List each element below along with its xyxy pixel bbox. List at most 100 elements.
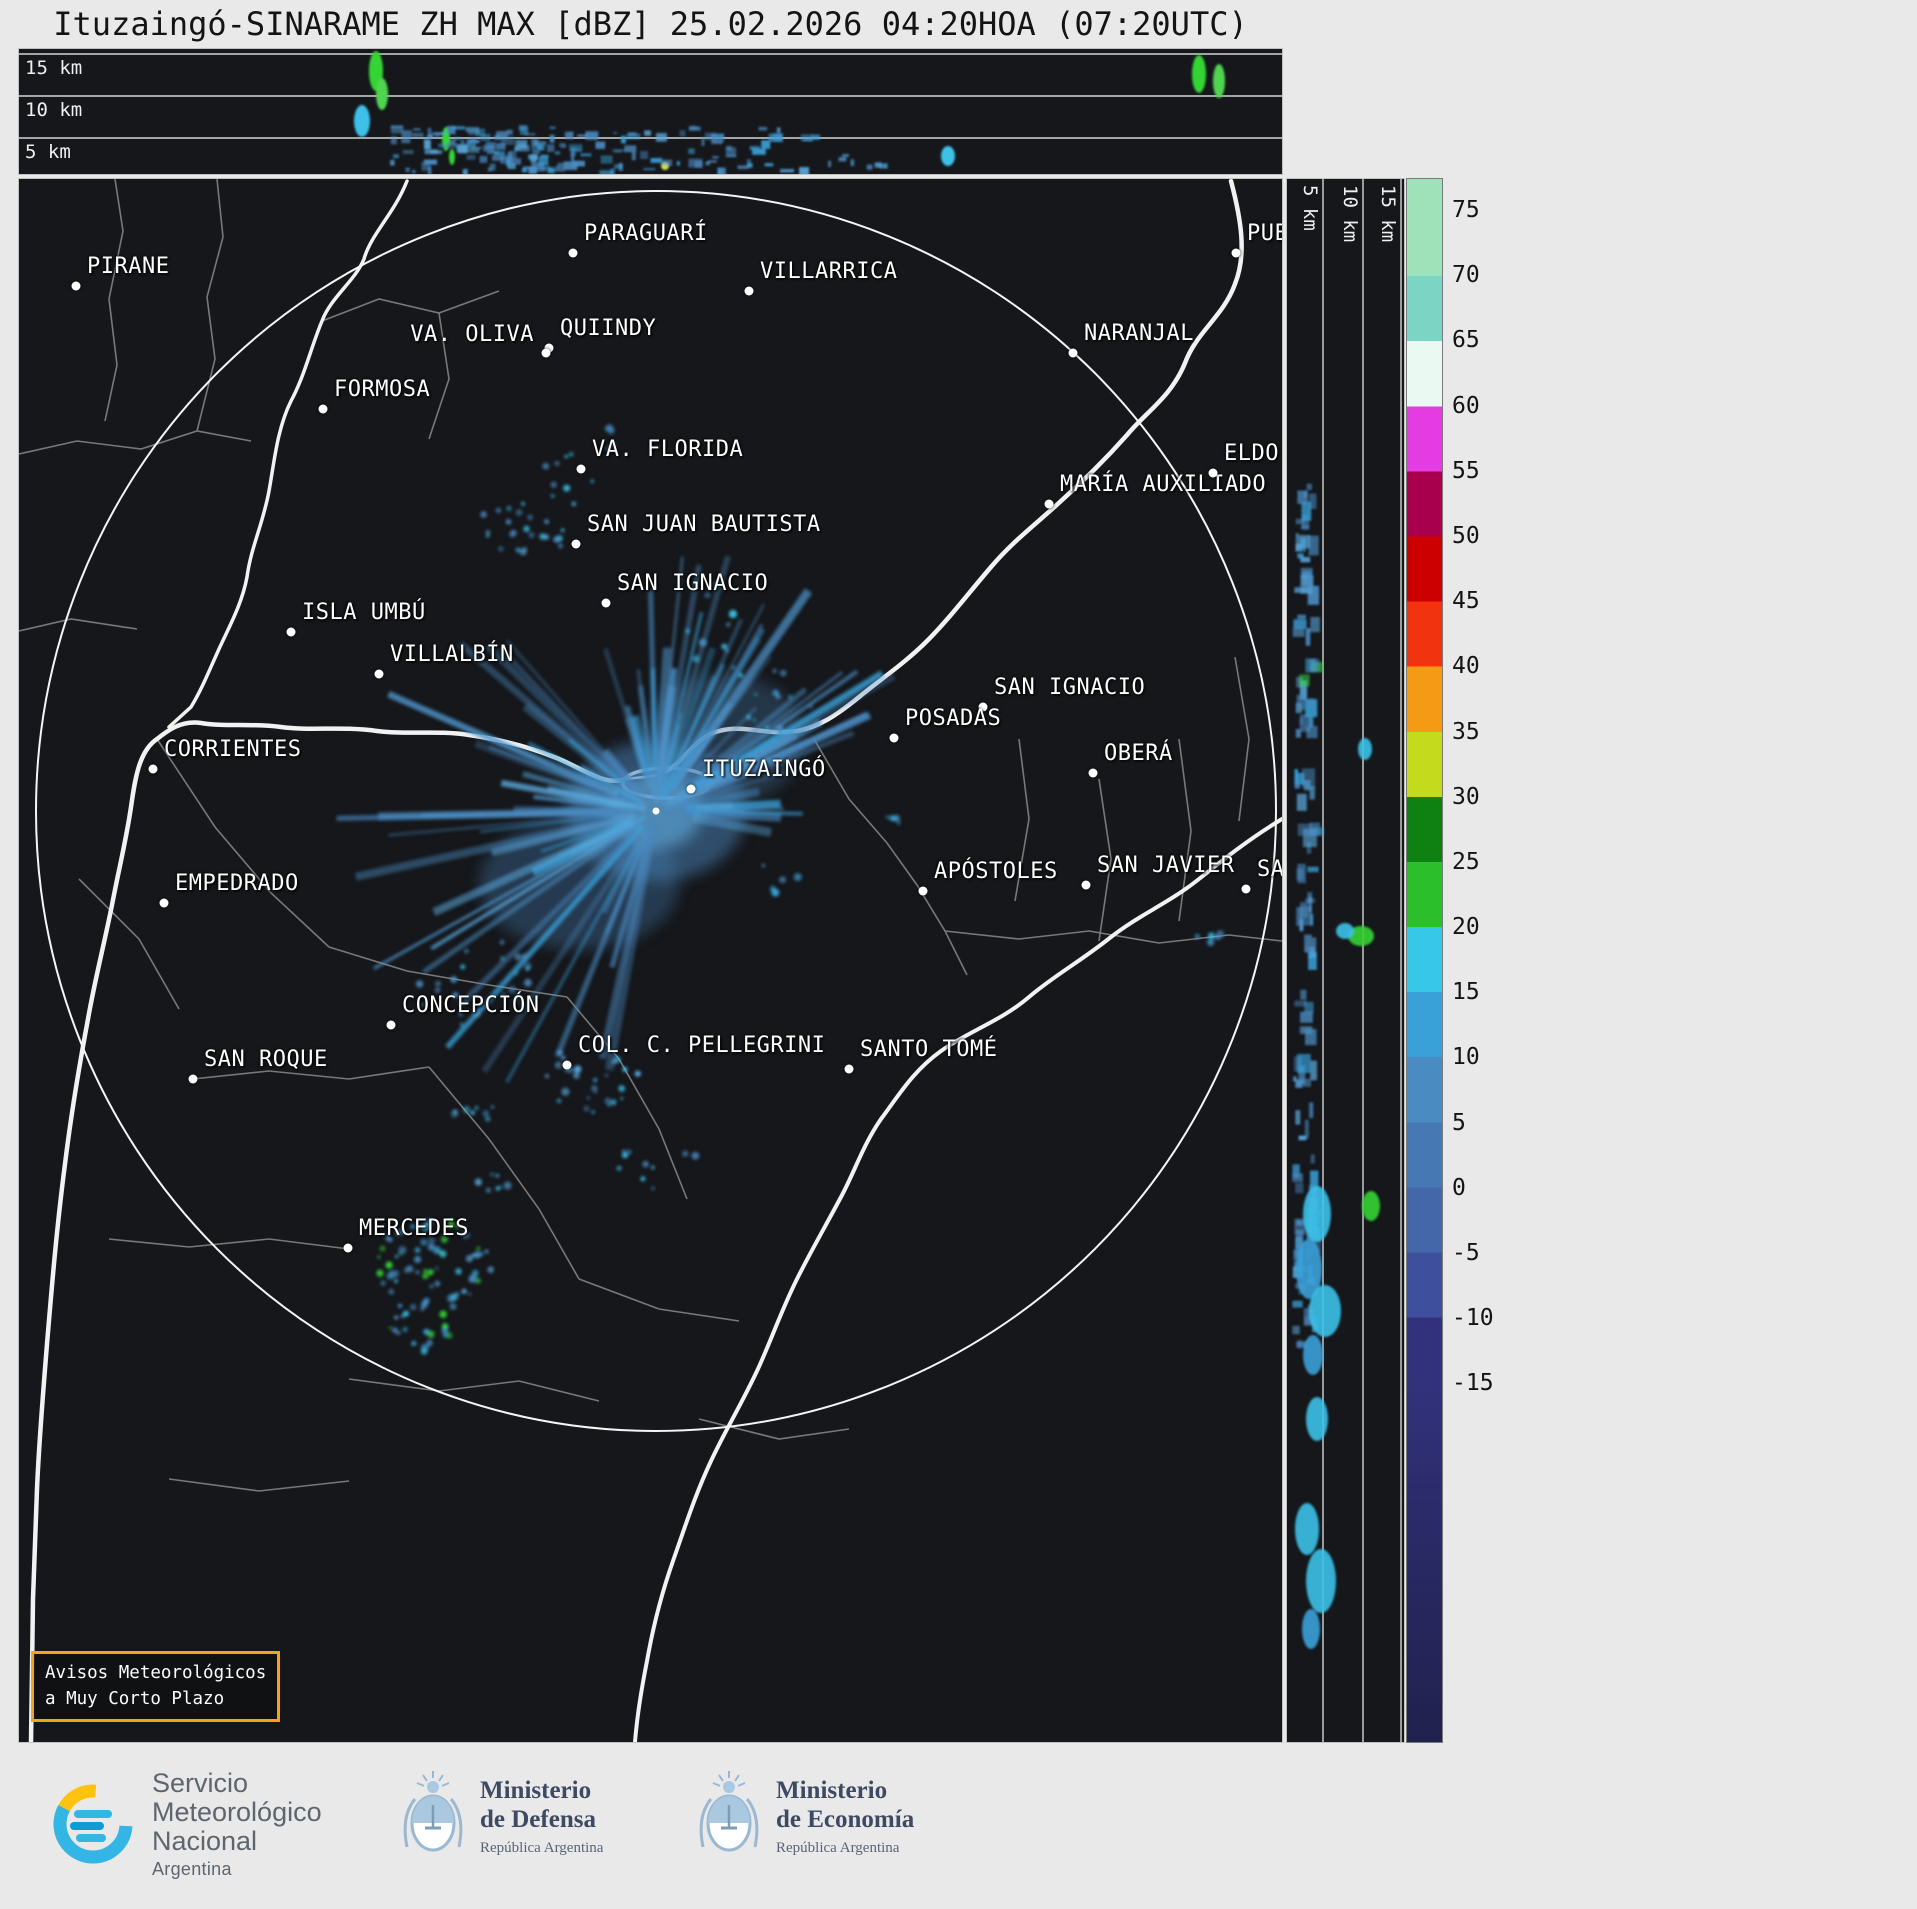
top-cross-section-graphics <box>19 51 1282 174</box>
city-label-va-florida: VA. FLORIDA <box>592 437 744 462</box>
city-label-posadas: POSADAS <box>905 706 1002 731</box>
defensa-subtitle: República Argentina <box>480 1839 604 1856</box>
economia-title-1: Ministerio <box>776 1777 888 1805</box>
city-marker-villarrica <box>744 286 754 296</box>
city-marker-san-javier <box>1081 880 1091 890</box>
city-label-quiindy: QUIINDY <box>560 316 657 341</box>
city-label-san-ignacio: SAN IGNACIO <box>617 571 769 596</box>
defensa-title-1: Ministerio <box>480 1777 592 1805</box>
argentina-coat-of-arms-icon <box>699 1771 759 1852</box>
city-marker-formosa <box>318 404 328 414</box>
right-cross-section-panel: 5 km 10 km 15 km <box>1286 178 1405 1743</box>
city-marker-villalbin <box>374 669 384 679</box>
city-label-formosa: FORMOSA <box>334 377 431 402</box>
map-graphics <box>19 179 1282 1742</box>
city-label-sa: SA <box>1257 857 1283 882</box>
colorbar-tick-0: 0 <box>1452 1174 1466 1201</box>
colorbar-tick-30: 30 <box>1452 783 1480 810</box>
colorbar-tick-20: 20 <box>1452 914 1480 940</box>
city-marker-san-roque <box>188 1074 198 1084</box>
city-label-san-ignacio: SAN IGNACIO <box>994 675 1146 700</box>
city-labels-layer: PIRANE PARAGUARÍ PUE VILLARRICA QUIINDY VA. O… <box>19 179 1282 1742</box>
radar-echoes <box>336 424 1225 1355</box>
city-label-concepcion: CONCEPCIÓN <box>402 993 540 1018</box>
city-marker-mercedes <box>343 1243 353 1253</box>
city-label-maria-auxiliado: MARÍA AUXILIADO <box>1060 472 1267 497</box>
city-marker-corrientes <box>148 764 158 774</box>
city-label-ituzaingo: ITUZAINGÓ <box>702 757 826 782</box>
colorbar-tick-55: 55 <box>1452 457 1480 484</box>
colorbar-tick-50: 50 <box>1452 523 1480 549</box>
altitude-label-15km: 15 km <box>25 57 83 79</box>
city-marker-isla-umbu <box>286 627 296 637</box>
city-marker-eldo <box>1208 468 1218 478</box>
radar-map-panel: PIRANE PARAGUARÍ PUE VILLARRICA QUIINDY VA. O… <box>18 178 1283 1743</box>
smn-line-2: Meteorológico <box>152 1796 322 1827</box>
top-radar-echoes <box>354 51 1225 174</box>
city-label-corrientes: CORRIENTES <box>164 737 302 762</box>
city-label-apostoles: APÓSTOLES <box>934 859 1058 884</box>
page-title: Ituzaingó-SINARAME ZH MAX [dBZ] 25.02.20… <box>53 5 1248 43</box>
colorbar-tick--15: -15 <box>1452 1370 1494 1397</box>
colorbar-gradient <box>1407 179 1442 1742</box>
colorbar-tick-40: 40 <box>1452 653 1480 680</box>
altitude-label-15km-vert: 15 km <box>1377 185 1399 243</box>
city-label-isla-umbu: ISLA UMBÚ <box>302 600 426 625</box>
colorbar-tick-65: 65 <box>1452 327 1480 354</box>
city-label-paraguari: PARAGUARÍ <box>584 221 708 246</box>
smn-line-3: Nacional <box>152 1825 258 1856</box>
city-marker-posadas <box>889 733 899 743</box>
colorbar-tick-75: 75 <box>1452 197 1480 224</box>
colorbar-tick-25: 25 <box>1452 848 1480 875</box>
colorbar-tick-60: 60 <box>1452 392 1480 419</box>
city-label-santo-tome: SANTO TOMÉ <box>860 1037 998 1062</box>
colorbar-tick-10: 10 <box>1452 1044 1480 1071</box>
city-label-pue: PUE <box>1247 221 1282 246</box>
economia-logo-block: Ministerio de Economía República Argenti… <box>698 1771 914 1863</box>
notice-line-2: a Muy Corto Plazo <box>45 1689 225 1710</box>
argentina-coat-of-arms-icon <box>403 1771 463 1852</box>
city-marker-san-juan-bautista <box>571 539 581 549</box>
colorbar-tick-labels: 75 70 65 60 55 50 45 40 35 30 25 20 15 10 5 0 -5 -10 -15 <box>1452 178 1532 1743</box>
city-marker-quiindy <box>544 343 554 353</box>
city-label-san-javier: SAN JAVIER <box>1097 853 1235 878</box>
range-ring <box>35 190 1277 1432</box>
city-label-pirane: PIRANE <box>87 254 170 279</box>
city-marker-va-oliva <box>541 348 551 358</box>
economia-subtitle: República Argentina <box>776 1839 900 1856</box>
city-marker-san-ignacio <box>978 702 988 712</box>
footer: Servicio Meteorológico Nacional Argentin… <box>0 1743 1917 1909</box>
defensa-logo-block: Ministerio de Defensa República Argentin… <box>402 1771 603 1863</box>
colorbar-tick-35: 35 <box>1452 718 1480 745</box>
city-label-empedrado: EMPEDRADO <box>175 871 299 896</box>
city-label-va-oliva: VA. OLIVA <box>410 322 534 347</box>
colorbar-tick-15: 15 <box>1452 979 1480 1006</box>
admin-boundaries <box>19 179 1282 1492</box>
city-marker-naranjal <box>1068 348 1078 358</box>
economia-title-2: de Economía <box>776 1806 915 1833</box>
notice-line-1: Avisos Meteorológicos <box>45 1663 267 1683</box>
city-marker-obera <box>1088 768 1098 778</box>
city-marker-va-florida <box>576 464 586 474</box>
city-label-naranjal: NARANJAL <box>1084 321 1194 346</box>
colorbar-tick--10: -10 <box>1452 1305 1494 1332</box>
smn-line-1: Servicio <box>152 1768 249 1798</box>
city-label-villalbin: VILLALBÍN <box>390 642 514 667</box>
radar-site-marker <box>652 807 660 815</box>
colorbar <box>1406 178 1443 1743</box>
smn-country: Argentina <box>152 1858 232 1879</box>
city-label-san-juan-bautista: SAN JUAN BAUTISTA <box>587 512 821 537</box>
colorbar-tick-5: 5 <box>1452 1109 1466 1136</box>
city-marker-maria-auxiliado <box>1044 499 1054 509</box>
colorbar-tick--5: -5 <box>1452 1239 1480 1266</box>
city-marker-concepcion <box>386 1020 396 1030</box>
city-marker-col-c-pellegrini <box>562 1060 572 1070</box>
right-cross-section-graphics <box>1292 179 1402 1742</box>
city-marker-ituzaingo <box>686 784 696 794</box>
city-label-san-roque: SAN ROQUE <box>204 1047 328 1072</box>
defensa-title-2: de Defensa <box>480 1806 596 1833</box>
colorbar-tick-70: 70 <box>1452 262 1480 289</box>
top-cross-section-panel: 15 km 10 km 5 km <box>18 48 1283 175</box>
city-marker-paraguari <box>568 248 578 258</box>
notice-box[interactable]: Avisos Meteorológicos a Muy Corto Plazo <box>31 1651 281 1722</box>
